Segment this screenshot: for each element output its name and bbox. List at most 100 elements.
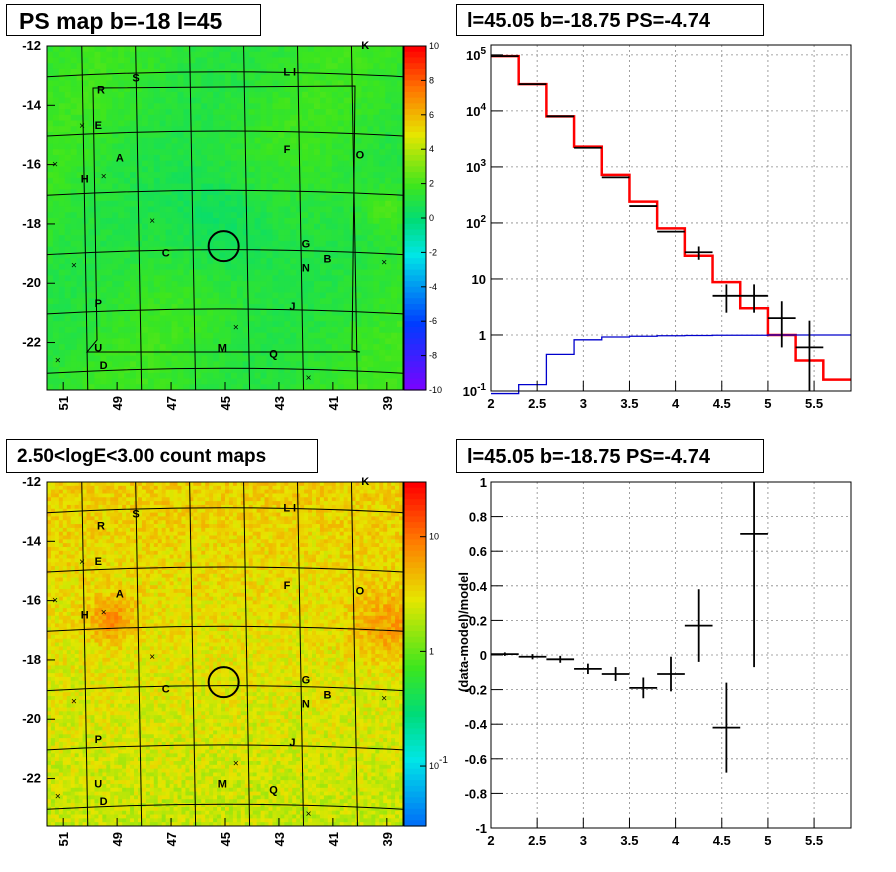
heatmap-cell (236, 166, 244, 173)
heatmap-cell (82, 321, 90, 328)
heatmap-cell (302, 143, 309, 150)
source-label: C (162, 248, 170, 260)
heatmap-cell (325, 349, 333, 357)
heatmap-cell (86, 799, 92, 804)
heatmap-cell (272, 200, 279, 208)
heatmap-cell (100, 212, 107, 219)
heatmap-cell (248, 223, 256, 230)
heatmap-cell (141, 63, 149, 70)
heatmap-cell (373, 195, 380, 202)
heatmap-cell (130, 200, 137, 208)
heatmap-cell (47, 818, 52, 823)
heatmap-cell (54, 810, 60, 816)
heatmap-cell (82, 143, 90, 150)
colorbar-cell (404, 378, 426, 385)
heatmap-cell (52, 97, 60, 104)
heatmap-cell (213, 344, 220, 351)
heatmap-cell (325, 258, 333, 265)
heatmap-cell (136, 183, 143, 190)
heatmap-cell (74, 795, 80, 800)
heatmap-cell (54, 573, 60, 579)
heatmap-cell (70, 378, 78, 385)
heatmap-cell (86, 634, 92, 640)
heatmap-cell (195, 97, 202, 104)
heatmap-cell (90, 718, 95, 724)
heatmap-cell (171, 361, 179, 368)
heatmap-cell (165, 344, 173, 351)
heatmap-cell (64, 298, 72, 305)
heatmap-cell (266, 189, 273, 196)
heatmap-cell (195, 355, 202, 362)
grid-line-b (46, 367, 404, 374)
heatmap-cell (254, 212, 262, 219)
heatmap-cell (272, 349, 279, 357)
heatmap-cell (254, 154, 262, 162)
heatmap-cell (325, 63, 333, 70)
heatmap-cell (94, 783, 99, 789)
heatmap-cell (64, 200, 72, 208)
heatmap-cell (272, 97, 279, 104)
heatmap-cell (64, 51, 72, 58)
heatmap-cell (66, 696, 72, 701)
heatmap-cell (284, 200, 291, 208)
heatmap-cell (88, 344, 95, 351)
heatmap-cell (319, 338, 327, 345)
heatmap-cell (385, 63, 392, 70)
heatmap-cell (78, 799, 84, 804)
heatmap-cell (124, 103, 131, 110)
colorbar-tick-label: -4 (429, 282, 437, 292)
heatmap-cell (88, 372, 95, 380)
heatmap-cell (76, 281, 84, 288)
heatmap-cell (90, 772, 95, 777)
heatmap-cell (254, 338, 262, 345)
heatmap-cell (47, 126, 54, 133)
heatmap-cell (373, 212, 380, 219)
heatmap-cell (284, 372, 291, 380)
heatmap-cell (47, 535, 52, 540)
heatmap-cell (278, 149, 285, 156)
heatmap-cell (47, 768, 52, 773)
heatmap-cell (106, 281, 113, 288)
heatmap-cell (82, 520, 88, 525)
heatmap-cell (290, 195, 297, 202)
heatmap-cell (82, 696, 88, 701)
heatmap-cell (189, 86, 196, 93)
heatmap-cell (47, 485, 52, 491)
heatmap-cell (141, 91, 149, 99)
heatmap-cell (177, 235, 184, 242)
heatmap-cell (159, 292, 167, 299)
heatmap-cell (278, 315, 285, 322)
heatmap-cell (112, 229, 119, 236)
heatmap-cell (86, 604, 92, 609)
heatmap-cell (385, 91, 392, 99)
heatmap-cell (331, 137, 339, 144)
heatmap-cell (78, 661, 84, 666)
heatmap-cell (248, 309, 256, 316)
heatmap-cell (58, 803, 64, 808)
heatmap-cell (373, 86, 380, 93)
heatmap-cell (248, 195, 256, 202)
heatmap-cell (195, 149, 202, 156)
heatmap-cell (266, 338, 273, 345)
heatmap-cell (70, 304, 78, 311)
heatmap-cell (171, 183, 179, 190)
heatmap-cell (367, 286, 374, 294)
heatmap-cell (391, 298, 398, 305)
heatmap-cell (165, 200, 173, 208)
heatmap-cell (74, 673, 80, 678)
heatmap-cell (47, 384, 54, 391)
heatmap-cell (177, 200, 184, 208)
heatmap-cell (66, 638, 72, 644)
heatmap-cell (136, 189, 143, 196)
heatmap-cell (90, 711, 95, 716)
heatmap-cell (367, 137, 374, 144)
heatmap-cell (391, 292, 398, 299)
heatmap-cell (242, 263, 250, 271)
heatmap-cell (124, 263, 131, 271)
heatmap-cell (361, 212, 368, 219)
heatmap-cell (54, 489, 60, 494)
heatmap-cell (379, 252, 386, 259)
heatmap-cell (74, 615, 80, 621)
heatmap-cell (124, 223, 131, 230)
heatmap-cell (47, 235, 54, 242)
